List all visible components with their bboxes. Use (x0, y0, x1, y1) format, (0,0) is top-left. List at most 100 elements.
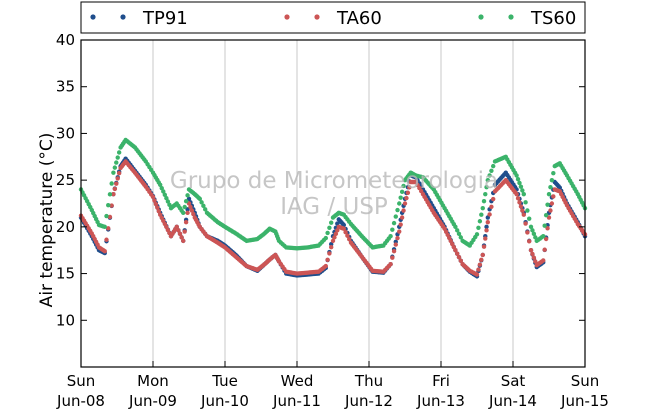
x-tick-label-date: Jun-09 (128, 392, 177, 409)
data-point (399, 189, 405, 195)
data-point (525, 230, 530, 235)
data-point (479, 212, 484, 217)
x-tick-label-date: Jun-15 (560, 392, 609, 409)
axis-ticks: Sun Jun-08 Mon Jun-09 Tue Jun-10 Wed Jun-11 Thu J… (56, 31, 609, 409)
data-point (402, 201, 408, 206)
data-point (517, 200, 522, 205)
data-point (489, 204, 494, 209)
data-point (323, 263, 328, 269)
y-tick-label: 40 (56, 31, 75, 49)
data-point (185, 210, 190, 216)
legend-label-TA60: TA60 (336, 8, 382, 29)
data-point (525, 208, 530, 213)
y-axis-label: Air temperature (°C) (37, 133, 57, 308)
data-point (174, 224, 179, 230)
data-point (183, 198, 189, 204)
data-point (514, 173, 519, 178)
data-point (153, 201, 159, 207)
data-point (520, 208, 525, 213)
data-point (543, 236, 549, 242)
data-point (527, 239, 532, 244)
x-tick-label-date: Jun-08 (56, 392, 105, 409)
y-tick-label: 10 (56, 311, 75, 329)
data-point (487, 212, 492, 217)
data-point (515, 177, 521, 182)
data-point (176, 228, 181, 233)
data-point (401, 208, 406, 213)
x-tick-label-day: Sat (501, 372, 526, 390)
data-point (327, 225, 332, 230)
data-point (112, 165, 118, 170)
series-TS60 (78, 137, 588, 251)
data-point (477, 219, 483, 224)
legend-marker (314, 14, 320, 20)
data-point (476, 225, 481, 230)
data-point (548, 184, 553, 190)
data-point (521, 191, 526, 197)
watermark-line-2: IAG / USP (280, 194, 388, 220)
data-point (483, 236, 488, 241)
data-point (533, 235, 538, 240)
data-point (106, 202, 111, 208)
x-tick-label-day: Sun (67, 372, 96, 390)
data-point (546, 191, 552, 197)
x-tick-label-day: Tue (211, 372, 238, 390)
data-point (528, 248, 534, 253)
data-point (523, 200, 528, 205)
data-point (398, 195, 403, 200)
data-point (407, 185, 412, 190)
legend-label-TP91: TP91 (142, 8, 188, 29)
data-point (323, 235, 328, 241)
data-point (199, 200, 204, 205)
data-point (485, 219, 490, 225)
data-point (390, 227, 395, 232)
data-point (520, 188, 525, 193)
data-point (453, 224, 458, 230)
data-point (483, 191, 488, 197)
data-point (541, 234, 546, 239)
data-point (156, 208, 161, 214)
data-point (104, 237, 109, 242)
data-point (481, 244, 487, 249)
data-point (152, 198, 157, 203)
data-point (182, 229, 187, 234)
data-point (391, 220, 397, 226)
data-point (182, 204, 187, 210)
data-point (531, 255, 537, 260)
data-point (518, 204, 524, 209)
series-TA60 (78, 159, 588, 277)
legend-marker (120, 14, 126, 20)
watermark: Grupo de Micrometeorologia IAG / USP (170, 168, 498, 220)
data-point (104, 213, 109, 219)
data-point (491, 163, 496, 169)
data-point (453, 248, 458, 253)
data-point (521, 212, 526, 217)
legend-marker (90, 14, 96, 20)
data-point (201, 203, 206, 209)
data-point (518, 184, 524, 189)
data-point (458, 258, 463, 263)
data-point (393, 242, 398, 247)
data-point (106, 226, 111, 231)
data-point (515, 196, 521, 201)
data-point (150, 194, 156, 200)
data-point (388, 262, 393, 267)
x-tick-label-day: Fri (432, 372, 450, 390)
legend-frame (80, 1, 586, 34)
x-tick-label-day: Wed (281, 372, 314, 390)
data-point (179, 235, 184, 240)
data-point (329, 241, 334, 247)
data-point (523, 221, 528, 226)
data-point (181, 238, 186, 244)
data-point (116, 150, 122, 155)
legend-label-TS60: TS60 (530, 8, 576, 29)
y-tick-label: 30 (56, 124, 75, 142)
data-point (514, 191, 519, 197)
data-point (158, 182, 163, 188)
x-tick-label-date: Jun-11 (272, 392, 321, 409)
x-tick-label-day: Thu (354, 372, 383, 390)
data-point (197, 196, 202, 202)
data-point (401, 183, 406, 189)
data-point (189, 208, 195, 213)
